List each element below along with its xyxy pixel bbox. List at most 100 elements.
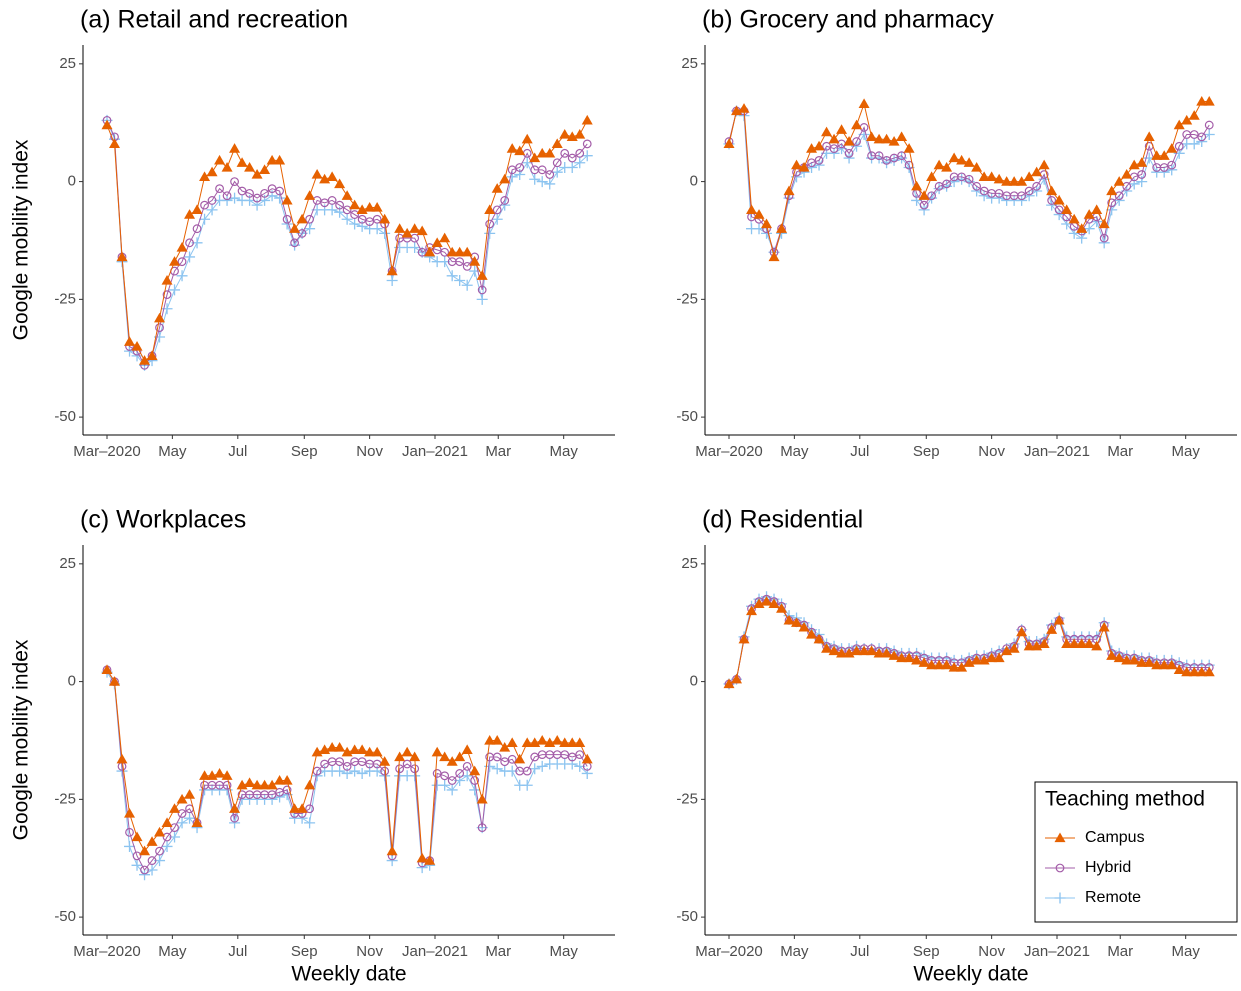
marker-circle [230, 177, 239, 186]
marker-plus [446, 784, 458, 796]
marker-circle [552, 158, 562, 168]
marker-triangle [146, 350, 158, 360]
marker-circle [282, 214, 292, 224]
marker-triangle [828, 645, 840, 656]
marker-plus [851, 140, 863, 152]
marker-triangle [116, 753, 128, 764]
marker-triangle [146, 836, 158, 846]
marker-triangle [184, 209, 196, 219]
marker-plus [349, 765, 361, 777]
marker-circle [162, 290, 172, 300]
marker-triangle [956, 661, 968, 672]
marker-triangle [364, 746, 376, 757]
marker-plus [828, 147, 840, 159]
marker-triangle [349, 199, 361, 210]
marker-triangle [356, 744, 368, 755]
y-tick-label: 0 [690, 173, 698, 190]
marker-triangle [1128, 654, 1140, 665]
marker-circle [335, 757, 345, 767]
marker-triangle [379, 756, 391, 766]
marker-triangle [139, 355, 151, 365]
y-tick-label: 0 [690, 673, 698, 690]
series-line [728, 598, 1210, 685]
marker-circle [942, 179, 952, 189]
marker-triangle [933, 659, 945, 670]
marker-triangle [791, 617, 803, 627]
marker-triangle [214, 154, 226, 165]
marker-triangle [971, 654, 983, 665]
panel: (c) Workplaces -50 -25 0 25 Mar–2020 May Jul Sep… [10, 506, 615, 986]
marker-circle [305, 214, 315, 224]
marker-triangle [753, 209, 765, 219]
marker-plus [461, 770, 473, 782]
marker-triangle [926, 659, 938, 670]
marker-triangle [289, 803, 301, 813]
marker-plus [161, 840, 173, 852]
marker-circle [192, 224, 202, 234]
marker-circle [342, 761, 352, 771]
marker-triangle [1038, 638, 1050, 649]
marker-triangle [1113, 652, 1125, 663]
marker-circle [462, 761, 472, 771]
x-tick-label: Mar [1107, 943, 1133, 960]
marker-triangle [1053, 614, 1065, 625]
marker-triangle [341, 190, 353, 200]
marker-triangle [169, 256, 181, 266]
marker-triangle [888, 650, 900, 660]
marker-circle [335, 200, 345, 210]
marker-triangle [229, 803, 241, 813]
marker-triangle [866, 645, 878, 656]
marker-circle [1099, 233, 1109, 243]
marker-circle [207, 196, 217, 205]
marker-triangle [116, 251, 128, 262]
marker-triangle [948, 152, 960, 163]
x-tick-label: May [1172, 943, 1201, 960]
marker-triangle [918, 190, 930, 200]
marker-triangle [461, 246, 473, 257]
marker-circle [964, 174, 974, 184]
marker-circle [290, 238, 299, 248]
marker-circle [492, 205, 502, 215]
marker-triangle [469, 256, 481, 266]
x-tick-label: Sep [913, 943, 940, 960]
marker-plus [993, 192, 1005, 204]
marker-circle [1017, 191, 1027, 201]
marker-circle [500, 196, 510, 205]
marker-triangle [574, 737, 586, 747]
marker-plus [266, 793, 278, 805]
x-tick-label: Mar [485, 443, 511, 460]
marker-triangle [761, 596, 773, 606]
marker-triangle [521, 737, 533, 747]
y-tick-label: -50 [54, 408, 76, 425]
panel: (a) Retail and recreation -50 -25 0 25 Mar–20… [10, 6, 615, 460]
panel-title: (c) Workplaces [80, 506, 246, 534]
marker-triangle [1181, 666, 1193, 677]
marker-triangle [214, 767, 226, 778]
marker-triangle [911, 654, 923, 665]
marker-triangle [723, 678, 735, 689]
marker-triangle [371, 746, 383, 757]
series-line [728, 600, 1210, 685]
series-line [106, 120, 588, 362]
marker-triangle [131, 340, 143, 351]
marker-triangle [446, 756, 458, 766]
x-tick-label: Jan–2021 [1024, 943, 1090, 960]
marker-triangle [446, 246, 458, 257]
marker-triangle [514, 753, 526, 764]
marker-plus [386, 275, 398, 287]
marker-triangle [896, 131, 908, 141]
marker-triangle [768, 598, 780, 609]
marker-triangle [551, 734, 563, 745]
marker-triangle [394, 223, 406, 233]
marker-plus [349, 218, 361, 230]
y-tick-label: -50 [676, 408, 698, 425]
marker-triangle [933, 159, 945, 170]
series-line [728, 596, 1210, 685]
marker-circle [1055, 863, 1065, 873]
marker-triangle [1061, 638, 1073, 649]
y-axis-title: Google mobility index [10, 639, 33, 840]
x-axis-title: Weekly date [913, 963, 1028, 986]
marker-circle [582, 139, 592, 149]
marker-triangle [484, 734, 496, 745]
marker-plus [1166, 164, 1178, 176]
